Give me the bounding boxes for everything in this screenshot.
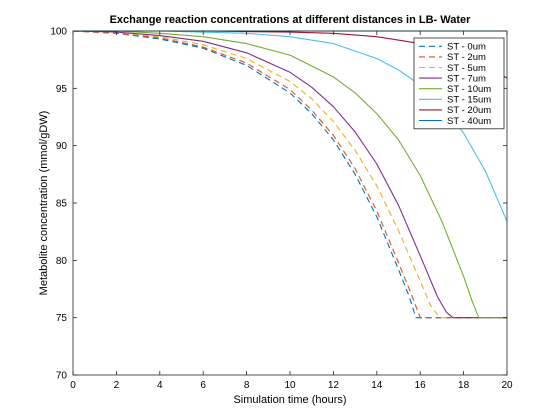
y-tick-label: 85 bbox=[56, 199, 68, 210]
series-line-5 bbox=[73, 30, 507, 319]
legend-entry: ST - 2um bbox=[447, 52, 486, 63]
x-tick-label: 18 bbox=[458, 380, 470, 391]
series-line-2 bbox=[72, 30, 507, 319]
legend-entry: ST - 0um bbox=[447, 42, 486, 53]
x-tick-label: 2 bbox=[114, 380, 120, 391]
y-tick-label: 75 bbox=[56, 313, 68, 324]
x-tick-label: 4 bbox=[157, 380, 163, 391]
series-line-3 bbox=[72, 30, 507, 319]
legend-entry: ST - 10um bbox=[447, 84, 491, 95]
legend-entry: ST - 20um bbox=[447, 105, 491, 116]
y-tick-label: 80 bbox=[56, 256, 68, 267]
ticks-layer: 0 2 4 6 8 10 12 14 16 18 20 70 75 80 85 90 95 100 bbox=[50, 27, 513, 392]
series-line-4 bbox=[72, 30, 507, 319]
x-tick-label: 12 bbox=[328, 380, 340, 391]
y-axis-label: Metabolite concentration (mmol/gDW) bbox=[38, 111, 50, 296]
x-tick-label: 8 bbox=[244, 380, 250, 391]
x-tick-label: 14 bbox=[371, 380, 383, 391]
x-tick-label: 0 bbox=[70, 380, 76, 391]
chart-title: Exchange reaction concentrations at diff… bbox=[110, 14, 472, 26]
series-line-6 bbox=[73, 30, 508, 222]
legend-entry: ST - 7um bbox=[447, 73, 486, 84]
y-tick-label: 95 bbox=[56, 84, 68, 95]
x-tick-label: 6 bbox=[200, 380, 206, 391]
x-tick-label: 16 bbox=[415, 380, 427, 391]
x-tick-label: 10 bbox=[284, 380, 296, 391]
y-tick-label: 100 bbox=[50, 27, 67, 38]
legend-entry: ST - 5um bbox=[447, 63, 486, 74]
x-tick-label: 20 bbox=[501, 380, 513, 391]
x-axis-label: Simulation time (hours) bbox=[233, 394, 346, 406]
legend-entry: ST - 40um bbox=[447, 116, 491, 127]
y-tick-label: 90 bbox=[56, 141, 68, 152]
series-line-1 bbox=[72, 30, 507, 319]
y-tick-label: 70 bbox=[56, 371, 68, 382]
legend-entry: ST - 15um bbox=[447, 95, 491, 106]
legend-box bbox=[413, 37, 505, 130]
